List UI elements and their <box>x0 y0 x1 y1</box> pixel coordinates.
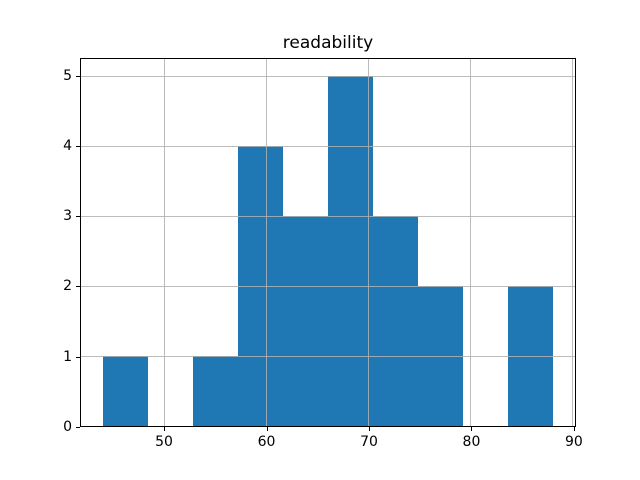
x-gridline <box>266 59 268 426</box>
x-gridline <box>368 59 370 426</box>
y-tick-label: 0 <box>63 419 72 435</box>
y-gridline <box>81 145 575 147</box>
chart-title: readability <box>282 33 374 53</box>
x-tick-label: 80 <box>462 434 481 450</box>
histogram-bar <box>283 216 328 426</box>
y-tick-mark <box>76 145 80 147</box>
x-tick-label: 70 <box>360 434 378 450</box>
y-tick-label: 2 <box>63 278 72 295</box>
y-tick-label: 1 <box>63 348 72 365</box>
plot-area <box>80 58 576 427</box>
y-tick-mark <box>76 75 80 77</box>
x-tick-mark <box>471 427 473 431</box>
y-gridline <box>81 215 575 217</box>
y-gridline <box>81 355 575 357</box>
x-gridline <box>164 59 166 426</box>
histogram-bar <box>372 216 418 426</box>
x-tick-label: 90 <box>565 434 583 450</box>
y-tick-label: 4 <box>63 137 72 154</box>
histogram-bar <box>328 76 373 426</box>
y-tick-mark <box>76 427 80 428</box>
x-gridline <box>572 59 574 426</box>
x-tick-mark <box>368 427 370 431</box>
y-gridline <box>81 285 575 287</box>
y-tick-mark <box>76 216 80 218</box>
x-gridline <box>470 59 472 426</box>
x-tick-mark <box>573 427 575 431</box>
histogram-bar <box>193 356 239 426</box>
y-tick-label: 5 <box>63 67 72 84</box>
y-tick-mark <box>76 356 80 358</box>
histogram-bar <box>103 356 149 426</box>
y-gridline <box>81 75 575 77</box>
y-tick-label: 3 <box>63 208 72 225</box>
x-tick-label: 50 <box>155 434 173 450</box>
x-tick-label: 60 <box>257 434 276 450</box>
y-tick-mark <box>76 286 80 288</box>
x-tick-mark <box>164 427 166 431</box>
x-tick-mark <box>266 427 268 431</box>
